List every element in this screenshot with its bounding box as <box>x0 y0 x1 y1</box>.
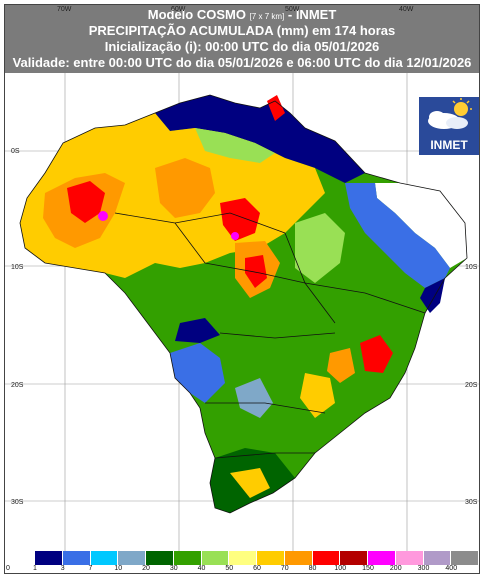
colorbar-swatch <box>451 551 479 565</box>
map-header: Modelo COSMO [7 x 7 km] - INMET PRECIPIT… <box>5 5 479 73</box>
inmet-logo: INMET <box>419 97 479 155</box>
colorbar-label: 0 <box>6 565 10 572</box>
colorbar-swatch <box>201 551 230 565</box>
lon-label-60w: 60W <box>171 6 186 13</box>
lat-label-30-right: 30S <box>465 499 478 506</box>
colorbar-swatch <box>5 551 35 565</box>
title-line-2: PRECIPITAÇÃO ACUMULADA (mm) em 174 horas <box>88 23 396 38</box>
colorbar-swatch <box>118 551 146 565</box>
title-line-3: Inicialização (i): 00:00 UTC do dia 05/0… <box>104 39 380 54</box>
precip-colorbar <box>5 551 479 565</box>
colorbar-swatch <box>90 551 119 565</box>
colorbar-label: 7 <box>88 565 93 572</box>
colorbar-swatch <box>340 551 368 565</box>
lat-label-20-right: 20S <box>465 382 478 389</box>
colorbar-swatch <box>257 551 285 565</box>
colorbar-label: 400 <box>445 565 458 572</box>
colorbar-label: 300 <box>417 565 430 572</box>
title-line-4: Validade: entre 00:00 UTC do dia 05/01/2… <box>12 55 472 70</box>
model-name: Modelo COSMO <box>147 7 246 22</box>
colorbar-label: 50 <box>225 565 234 572</box>
model-source: - INMET <box>284 7 337 22</box>
colorbar-label: 60 <box>253 565 261 572</box>
colorbar-label: 70 <box>280 565 289 572</box>
colorbar-swatch <box>62 551 91 565</box>
lat-label-10-right: 10S <box>465 264 478 271</box>
colorbar-swatch <box>35 551 63 565</box>
lat-label-10: 10S <box>11 264 24 271</box>
weather-icon <box>428 98 472 129</box>
model-resolution: [7 x 7 km] <box>249 12 285 21</box>
lat-label-30: 30S <box>11 499 24 506</box>
colorbar-label: 1 <box>33 565 37 572</box>
lat-label-0: 0S <box>11 148 20 155</box>
colorbar-swatch <box>173 551 202 565</box>
colorbar-label: 10 <box>114 565 123 572</box>
precipitation-map: 0S 10S 20S 30S 0S 10S 20S 30S <box>5 73 479 551</box>
colorbar-labels: 0 1 3 7 10 20 30 40 50 60 70 80 100 150 200 300 400 <box>5 565 479 575</box>
colorbar-swatch <box>312 551 341 565</box>
colorbar-label: 40 <box>197 565 206 572</box>
title-line-1: Modelo COSMO [7 x 7 km] - INMET <box>5 7 479 25</box>
colorbar-label: 100 <box>334 565 347 572</box>
colorbar-label: 200 <box>389 565 402 572</box>
lat-label-20: 20S <box>11 382 24 389</box>
colorbar-swatch <box>284 551 313 565</box>
colorbar-swatch <box>146 551 174 565</box>
state-borders <box>19 94 468 514</box>
colorbar-label: 150 <box>362 565 374 572</box>
colorbar-label: 30 <box>169 565 178 572</box>
map-frame: Modelo COSMO [7 x 7 km] - INMET PRECIPIT… <box>4 4 480 574</box>
colorbar-swatch <box>229 551 257 565</box>
lon-label-40w: 40W <box>399 6 414 13</box>
colorbar-swatch <box>423 551 452 565</box>
colorbar-swatch <box>368 551 396 565</box>
lon-label-50w: 50W <box>285 6 300 13</box>
colorbar-label: 20 <box>142 565 150 572</box>
colorbar-swatch <box>395 551 424 565</box>
lon-label-70w: 70W <box>57 6 72 13</box>
precip-field <box>20 95 467 513</box>
colorbar-label: 80 <box>308 565 317 572</box>
colorbar-label: 3 <box>60 565 65 572</box>
logo-text: INMET <box>430 138 468 152</box>
